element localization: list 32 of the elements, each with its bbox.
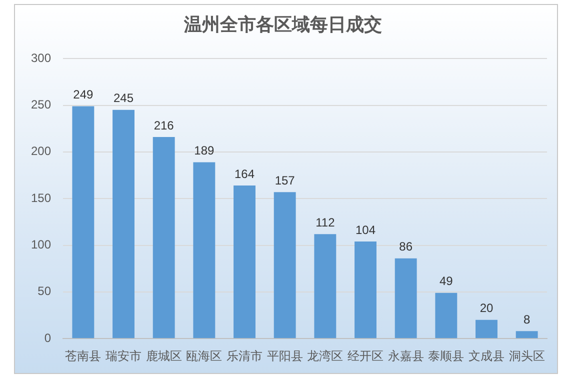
data-label: 86 — [399, 240, 413, 254]
x-tick-label: 乐清市 — [226, 348, 263, 363]
data-label: 216 — [154, 118, 174, 132]
y-tick-label: 0 — [44, 330, 52, 345]
x-tick-label: 鹿城区 — [146, 348, 182, 363]
y-tick-label: 50 — [38, 284, 52, 298]
x-tick-label: 洞头区 — [508, 348, 545, 363]
data-label: 164 — [234, 166, 255, 181]
x-tick-label: 平阳县 — [266, 348, 303, 363]
data-label: 49 — [439, 274, 454, 288]
x-tick-label: 文成县 — [468, 348, 505, 363]
x-tick-label: 泰顺县 — [428, 348, 464, 363]
x-tick-label: 瓯海区 — [186, 348, 222, 363]
data-label: 245 — [114, 91, 134, 106]
x-tick-label: 瑞安市 — [106, 348, 142, 363]
data-label: 104 — [355, 222, 376, 237]
data-label: 8 — [523, 312, 530, 326]
y-tick-label: 250 — [30, 98, 52, 112]
y-tick-label: 100 — [30, 238, 52, 252]
x-tick-label: 经开区 — [348, 348, 384, 363]
data-label: 189 — [194, 144, 215, 158]
data-label: 112 — [316, 215, 336, 230]
y-tick-label: 200 — [30, 144, 52, 158]
x-tick-label: 苍南县 — [65, 348, 102, 363]
x-tick-label: 永嘉县 — [388, 348, 424, 363]
data-label: 20 — [480, 301, 494, 316]
y-tick-label: 150 — [30, 190, 52, 205]
chart-title: 温州全市各区域每日成交 — [183, 14, 382, 36]
y-tick-label: 300 — [30, 50, 52, 65]
x-tick-label: 龙湾区 — [307, 348, 344, 363]
data-label: 249 — [73, 88, 94, 102]
data-label: 157 — [274, 173, 296, 188]
